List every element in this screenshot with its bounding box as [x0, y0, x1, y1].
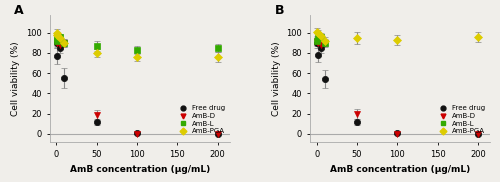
- X-axis label: AmB concentration (μg/mL): AmB concentration (μg/mL): [70, 165, 210, 174]
- Text: B: B: [274, 4, 284, 17]
- Y-axis label: Cell viability (%): Cell viability (%): [272, 41, 281, 116]
- Legend: Free drug, AmB-D, AmB-L, AmB-PGA: Free drug, AmB-D, AmB-L, AmB-PGA: [174, 102, 228, 137]
- Y-axis label: Cell viability (%): Cell viability (%): [12, 41, 20, 116]
- Text: A: A: [14, 4, 24, 17]
- X-axis label: AmB concentration (μg/mL): AmB concentration (μg/mL): [330, 165, 470, 174]
- Legend: Free drug, AmB-D, AmB-L, AmB-PGA: Free drug, AmB-D, AmB-L, AmB-PGA: [434, 102, 488, 137]
